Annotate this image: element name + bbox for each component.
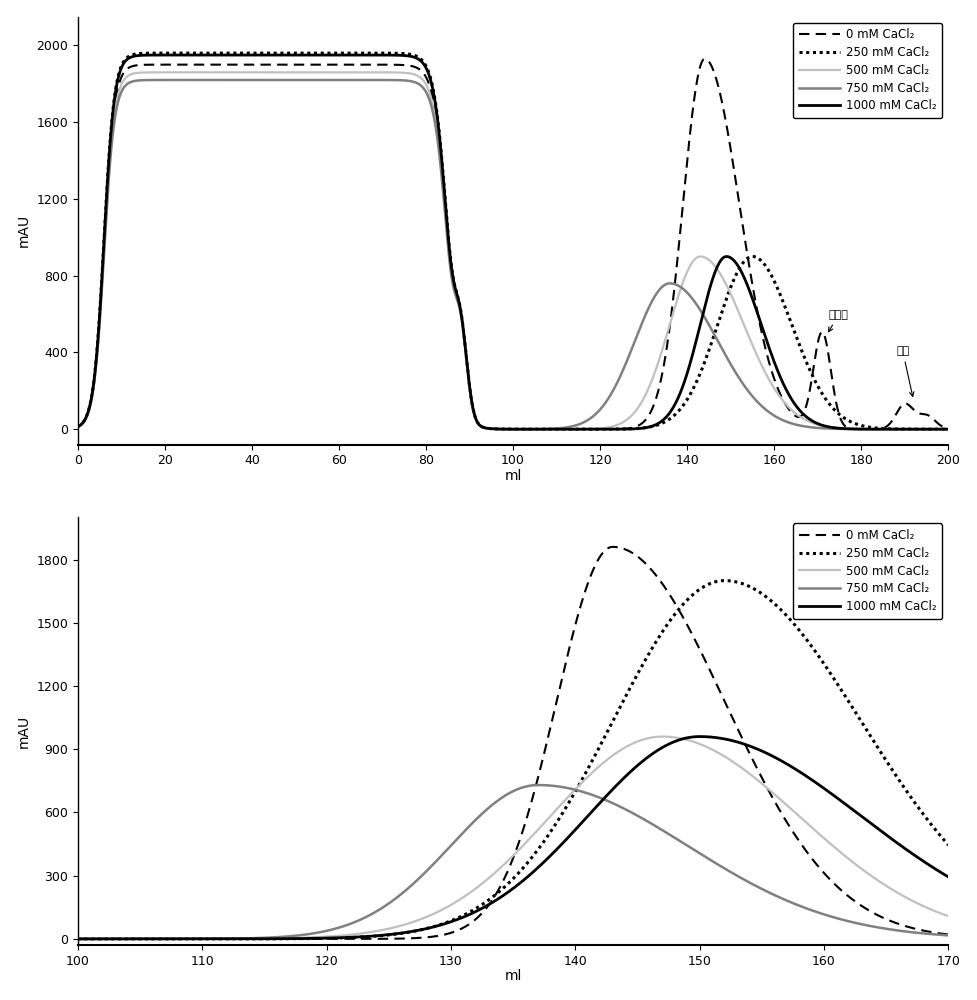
- Legend: 0 mM CaCl₂, 250 mM CaCl₂, 500 mM CaCl₂, 750 mM CaCl₂, 1000 mM CaCl₂: 0 mM CaCl₂, 250 mM CaCl₂, 500 mM CaCl₂, …: [793, 523, 943, 619]
- Legend: 0 mM CaCl₂, 250 mM CaCl₂, 500 mM CaCl₂, 750 mM CaCl₂, 1000 mM CaCl₂: 0 mM CaCl₂, 250 mM CaCl₂, 500 mM CaCl₂, …: [793, 23, 943, 118]
- Text: 解吸附: 解吸附: [828, 310, 849, 332]
- Text: 消毒: 消毒: [896, 346, 913, 396]
- X-axis label: ml: ml: [504, 469, 522, 483]
- Y-axis label: mAU: mAU: [17, 214, 30, 247]
- X-axis label: ml: ml: [504, 969, 522, 983]
- Y-axis label: mAU: mAU: [17, 715, 30, 748]
